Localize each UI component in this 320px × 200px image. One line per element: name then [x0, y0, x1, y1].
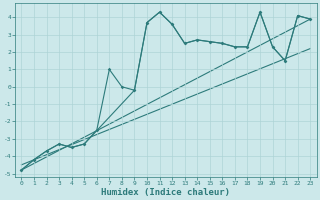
- X-axis label: Humidex (Indice chaleur): Humidex (Indice chaleur): [101, 188, 230, 197]
